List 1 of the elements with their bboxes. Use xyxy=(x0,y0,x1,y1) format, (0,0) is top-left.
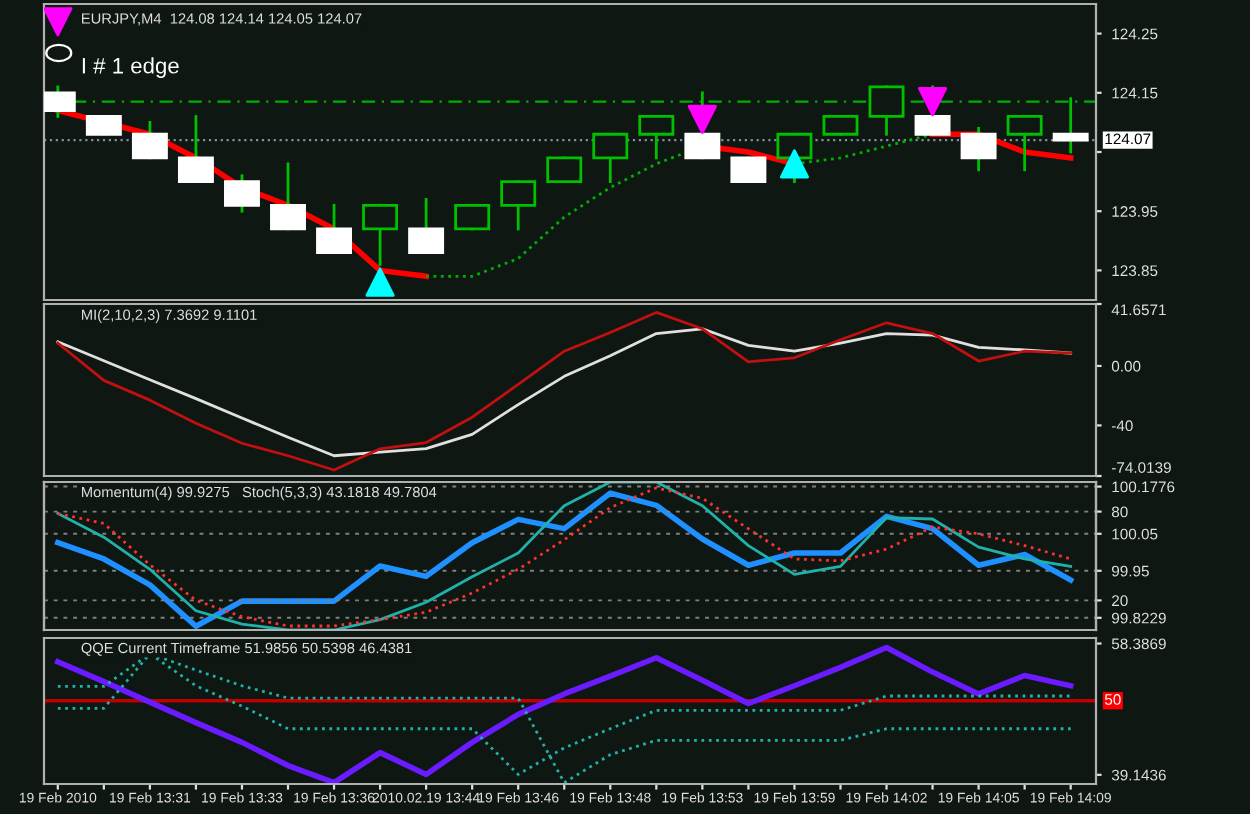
annotation: I # 1 edge xyxy=(82,57,179,78)
